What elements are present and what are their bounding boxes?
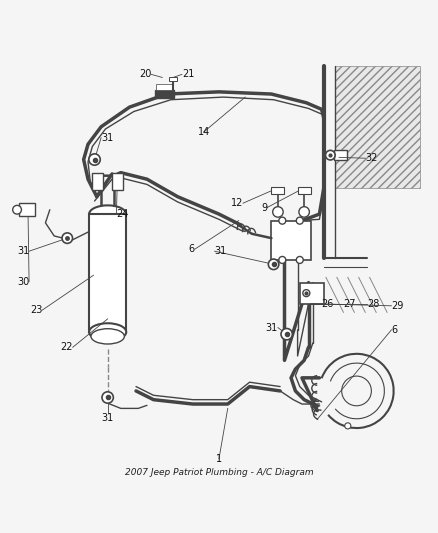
Bar <box>297 187 311 195</box>
Circle shape <box>268 259 279 270</box>
Circle shape <box>13 205 21 214</box>
Circle shape <box>303 289 310 297</box>
Text: 22: 22 <box>60 342 73 352</box>
Text: 12: 12 <box>231 198 243 208</box>
Text: 28: 28 <box>367 298 380 309</box>
Text: 14: 14 <box>198 127 210 137</box>
Text: 32: 32 <box>365 153 378 163</box>
Text: 6: 6 <box>189 244 195 254</box>
Text: 31: 31 <box>102 413 114 423</box>
Circle shape <box>325 150 335 160</box>
Ellipse shape <box>91 329 124 344</box>
Text: 1: 1 <box>216 454 222 464</box>
Circle shape <box>296 217 303 224</box>
Circle shape <box>102 392 113 403</box>
Bar <box>334 150 347 159</box>
Text: 2007 Jeep Patriot Plumbing - A/C Diagram: 2007 Jeep Patriot Plumbing - A/C Diagram <box>125 468 313 477</box>
Circle shape <box>273 207 283 217</box>
Bar <box>169 77 177 81</box>
Bar <box>300 282 324 304</box>
Bar <box>89 214 126 332</box>
Circle shape <box>345 423 351 429</box>
Circle shape <box>296 256 303 263</box>
Bar <box>19 203 35 216</box>
Text: 31: 31 <box>215 246 227 256</box>
Text: 26: 26 <box>321 298 334 309</box>
Text: 31: 31 <box>101 133 113 143</box>
Circle shape <box>279 217 286 224</box>
Circle shape <box>62 233 73 244</box>
Text: 31: 31 <box>266 322 278 333</box>
Bar <box>272 221 311 260</box>
Text: 24: 24 <box>117 209 129 219</box>
Bar <box>155 90 174 98</box>
Text: 23: 23 <box>30 305 42 315</box>
Bar <box>155 84 173 90</box>
Bar <box>112 173 123 190</box>
Text: 29: 29 <box>392 301 404 311</box>
Circle shape <box>299 207 309 217</box>
Text: 31: 31 <box>17 246 29 256</box>
Bar <box>92 173 103 190</box>
Text: 20: 20 <box>139 69 151 79</box>
Ellipse shape <box>89 205 126 223</box>
Text: 9: 9 <box>261 203 267 213</box>
Text: 27: 27 <box>343 298 356 309</box>
Ellipse shape <box>89 323 126 341</box>
Circle shape <box>279 256 286 263</box>
Bar <box>272 187 285 195</box>
Circle shape <box>281 328 292 340</box>
Text: 6: 6 <box>392 325 398 335</box>
Text: 21: 21 <box>182 69 194 79</box>
Text: 30: 30 <box>17 277 29 287</box>
Bar <box>335 66 420 188</box>
Circle shape <box>89 154 100 165</box>
